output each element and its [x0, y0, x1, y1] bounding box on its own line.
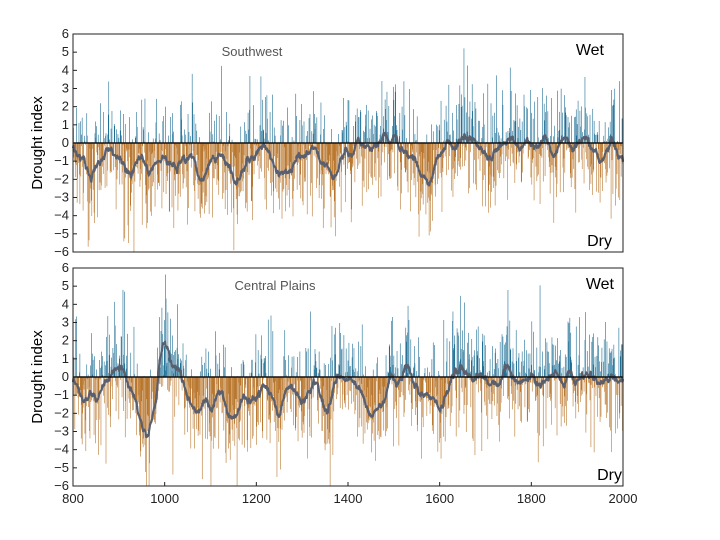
central-plains-y-tick-label: 0 [62, 369, 69, 384]
central-plains-y-tick-label: 5 [62, 278, 69, 293]
southwest-y-tick-label: 0 [62, 135, 69, 150]
southwest-y-tick-label: −2 [54, 171, 69, 186]
southwest-dry-label: Dry [587, 233, 612, 250]
southwest-y-tick-label: 6 [62, 26, 69, 41]
central-plains-wet-label: Wet [586, 276, 615, 293]
southwest-panel-title: Southwest [222, 44, 283, 59]
central-plains-x-tick-label: 1000 [150, 491, 179, 506]
southwest-panel: 6 5 4 3 2 1 0 −1 −2 −3 −4 −5 −6 Drought index Southw… [29, 26, 625, 259]
central-plains-y-tick-label: −1 [54, 387, 69, 402]
central-plains-panel-title: Central Plains [235, 278, 316, 293]
southwest-y-tick-label: −4 [54, 208, 69, 223]
southwest-y-axis-label: Drought index [29, 96, 46, 190]
southwest-y-tick-label: −1 [54, 153, 69, 168]
central-plains-y-axis-label: Drought index [29, 330, 46, 424]
central-plains-y-tick-label: 1 [62, 351, 69, 366]
central-plains-y-tick-label: 6 [62, 260, 69, 275]
central-plains-panel: 6 5 4 3 2 1 0 −1 −2 −3 −4 −5 −6 800 1000 1200 1400 1600 1… [29, 260, 637, 506]
central-plains-y-tick-label: −4 [54, 442, 69, 457]
central-plains-x-ticks: 800 1000 1200 1400 1600 1800 2000 [62, 482, 637, 506]
central-plains-y-tick-label: −5 [54, 460, 69, 475]
southwest-y-ticks: 6 5 4 3 2 1 0 −1 −2 −3 −4 −5 −6 [54, 26, 77, 259]
central-plains-x-tick-label: 1800 [517, 491, 546, 506]
southwest-y-tick-label: 4 [62, 62, 69, 77]
central-plains-x-tick-label: 800 [62, 491, 84, 506]
central-plains-y-tick-label: −2 [54, 405, 69, 420]
central-plains-dry-label: Dry [597, 467, 622, 484]
central-plains-y-ticks: 6 5 4 3 2 1 0 −1 −2 −3 −4 −5 −6 [54, 260, 77, 493]
central-plains-y-tick-label: 4 [62, 296, 69, 311]
central-plains-x-tick-label: 1600 [425, 491, 454, 506]
southwest-y-tick-label: −5 [54, 226, 69, 241]
central-plains-y-tick-label: 3 [62, 315, 69, 330]
central-plains-x-tick-label: 1200 [242, 491, 271, 506]
southwest-y-tick-label: −3 [54, 190, 69, 205]
central-plains-x-tick-label: 1400 [334, 491, 363, 506]
southwest-smoothed-path [71, 131, 625, 187]
central-plains-y-tick-label: 2 [62, 333, 69, 348]
central-plains-y-tick-label: −3 [54, 424, 69, 439]
southwest-y-tick-label: 3 [62, 81, 69, 96]
southwest-y-tick-label: 1 [62, 117, 69, 132]
southwest-bars [72, 48, 624, 252]
southwest-wet-label: Wet [576, 42, 605, 59]
southwest-y-tick-label: 5 [62, 44, 69, 59]
southwest-y-tick-label: −6 [54, 244, 69, 259]
central-plains-x-tick-label: 2000 [609, 491, 638, 506]
central-plains-smoothed-line [71, 340, 625, 439]
southwest-smoothed-line [71, 131, 625, 187]
southwest-y-tick-label: 2 [62, 99, 69, 114]
central-plains-y-tick-label: −6 [54, 478, 69, 493]
central-plains-smoothed-path [71, 340, 625, 439]
